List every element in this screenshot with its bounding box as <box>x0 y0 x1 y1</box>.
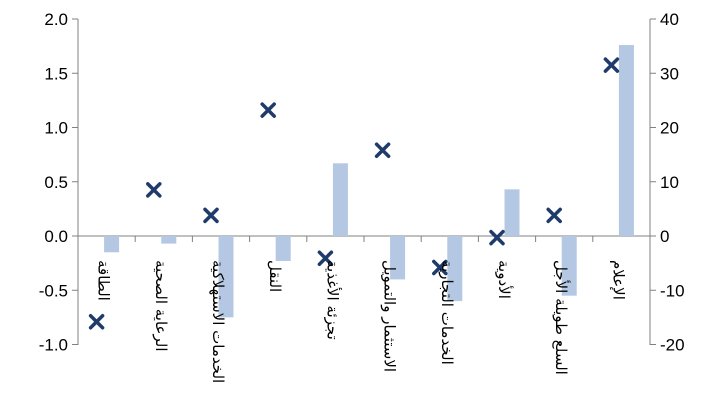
category-label: الاستثمار والتمويل <box>381 260 399 372</box>
labels-group: الطاقة الرعاية الصحية الخدمات الاستهلاكية ا… <box>95 260 628 383</box>
x-marker-5 <box>317 250 334 266</box>
left-tick-label: 0.0 <box>44 227 68 246</box>
x-marker-2 <box>146 182 162 198</box>
bar-4 <box>275 236 291 261</box>
category-label: الرعاية الصحية <box>152 260 170 352</box>
left-tick-label: 1.5 <box>44 64 68 83</box>
x-marker-stroke <box>146 182 162 198</box>
axes-group: 2.0 1.5 1.0 0.5 0.0 -0.5 -1.0 40 30 20 10 0 -10 -20 <box>39 10 685 355</box>
left-tick-label: 1.0 <box>44 119 68 138</box>
x-marker-stroke <box>546 207 562 224</box>
right-tick-label: -20 <box>660 336 685 355</box>
x-marker-stroke <box>88 313 105 330</box>
x-marker-4 <box>260 102 276 118</box>
category-label: الخدمات الاستهلاكية <box>209 260 227 383</box>
right-tick-label: 10 <box>660 173 679 192</box>
x-marker-stroke <box>432 259 448 276</box>
x-marker-1 <box>88 313 105 330</box>
x-marker-10 <box>603 57 620 73</box>
x-marker-6 <box>374 142 391 159</box>
bar-7 <box>447 236 463 302</box>
x-marker-stroke <box>374 142 391 159</box>
bar-8 <box>504 189 520 236</box>
right-tick-label: 0 <box>660 227 669 246</box>
bars-group <box>104 45 634 318</box>
category-label: السلع طويلة الأجل <box>552 260 571 375</box>
right-tick-label: 20 <box>660 119 679 138</box>
right-tick-label: -10 <box>660 281 685 300</box>
markers-group <box>88 57 620 330</box>
bar-5 <box>332 163 348 236</box>
category-label: تجزئة الأغذية <box>323 260 342 340</box>
x-marker-9 <box>546 207 562 224</box>
x-marker-7 <box>432 259 448 276</box>
category-label: الطاقة <box>95 260 113 301</box>
left-tick-label: 0.5 <box>44 173 68 192</box>
x-marker-stroke <box>203 207 219 224</box>
left-tick-label: -1.0 <box>39 336 68 355</box>
right-tick-label: 30 <box>660 64 679 83</box>
x-marker-stroke <box>489 229 505 246</box>
left-tick-label: -0.5 <box>39 281 68 300</box>
right-tick-label: 40 <box>660 10 679 29</box>
category-label: الإعلام <box>609 260 627 300</box>
bar-10 <box>618 45 634 236</box>
bar-2 <box>161 236 177 244</box>
x-marker-stroke <box>260 102 276 118</box>
bar-9 <box>561 236 577 296</box>
bar-1 <box>104 236 120 253</box>
x-marker-stroke <box>603 57 620 73</box>
left-tick-label: 2.0 <box>44 10 68 29</box>
category-label: الخدمات التجارية <box>438 260 456 365</box>
category-label: النقل <box>266 260 284 292</box>
x-marker-stroke <box>317 250 334 266</box>
x-marker-8 <box>489 229 505 246</box>
bar-6 <box>390 236 406 280</box>
category-label: الأدوية <box>495 260 514 299</box>
bar-3 <box>218 236 234 318</box>
x-marker-3 <box>203 207 219 224</box>
